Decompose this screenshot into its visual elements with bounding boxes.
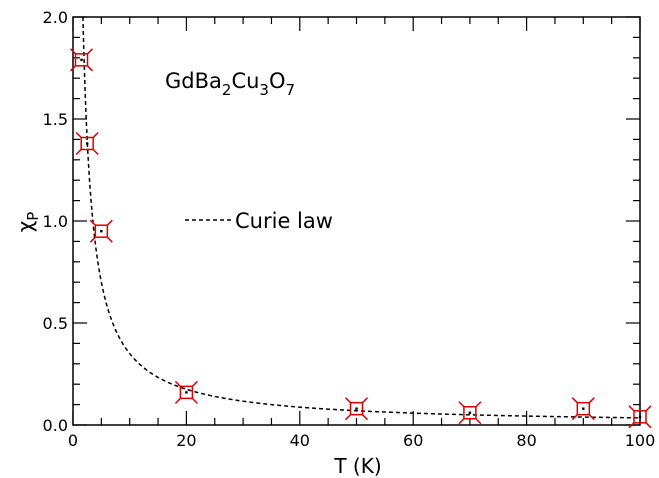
curve-path [82, 16, 641, 419]
curie-law-curve [82, 16, 641, 419]
point-center [80, 58, 83, 62]
point-center [185, 391, 188, 394]
x-tick-label: 60 [403, 431, 423, 450]
point-center [582, 407, 585, 410]
point-cross-arm [344, 397, 352, 404]
data-point [628, 405, 652, 429]
point-cross-arm [475, 418, 482, 425]
x-tick-label: 100 [625, 431, 656, 450]
plot-border [72, 16, 641, 426]
point-cross-arm [89, 219, 96, 226]
data-point [571, 397, 595, 421]
data-point [458, 401, 482, 425]
point-square [80, 136, 94, 151]
y-tick-label: 1.5 [43, 110, 68, 129]
x-axis-title: T (K) [333, 454, 381, 478]
y-tick-label: 0.5 [43, 314, 68, 333]
point-cross-arm [588, 397, 595, 404]
y-axis-title: χP [13, 212, 42, 233]
point-cross-arm [86, 65, 94, 72]
point-cross-arm [458, 401, 465, 408]
point-cross-arm [191, 397, 198, 404]
point-cross-arm [86, 48, 94, 55]
y-tick-label: 1.0 [43, 212, 68, 231]
point-cross-arm [628, 405, 635, 412]
point-square [94, 224, 109, 238]
point-cross-arm [92, 148, 99, 156]
point-square [179, 385, 194, 400]
point-cross-arm [571, 397, 578, 404]
data-point [75, 131, 99, 156]
point-cross-arm [628, 422, 635, 429]
point-center [85, 142, 89, 145]
point-cross-arm [75, 148, 82, 156]
point-center [100, 230, 103, 233]
compound-annotation: GdBa2Cu3O7 [165, 69, 295, 99]
data-point [174, 380, 198, 404]
data-point [69, 48, 94, 72]
legend: Curie law [185, 209, 333, 233]
point-cross-arm [475, 401, 482, 408]
x-tick-label: 20 [176, 431, 196, 450]
point-cross-arm [645, 405, 652, 412]
y-tick-label: 2.0 [43, 8, 68, 27]
y-tick-label: 0.0 [43, 416, 68, 435]
point-cross-arm [645, 422, 652, 429]
point-cross-arm [106, 219, 113, 226]
plot-frame [72, 16, 641, 426]
point-cross-arm [92, 131, 99, 139]
point-cross-arm [174, 380, 181, 387]
point-cross-arm [75, 131, 82, 139]
point-cross-arm [106, 236, 113, 243]
point-cross-arm [458, 418, 465, 425]
x-tick-labels: 0 20 40 60 80 100 [68, 431, 655, 450]
y-axis-symbol: χ [13, 221, 37, 233]
data-point [344, 397, 369, 421]
point-center [355, 407, 358, 410]
axis-ticks [72, 16, 641, 426]
point-square [349, 401, 364, 416]
point-cross-arm [361, 414, 369, 421]
y-axis-subscript: P [24, 212, 42, 221]
data-point [89, 219, 113, 243]
point-square [633, 410, 647, 424]
x-tick-label: 40 [290, 431, 310, 450]
data-points [69, 48, 652, 429]
point-cross-arm [571, 414, 578, 421]
x-tick-label: 80 [516, 431, 536, 450]
point-cross-arm [191, 380, 198, 387]
point-cross-arm [89, 236, 96, 243]
point-center [468, 411, 472, 414]
point-cross-arm [344, 414, 352, 421]
point-cross-arm [174, 397, 181, 404]
y-tick-labels: 0.0 0.5 1.0 1.5 2.0 [43, 8, 68, 435]
point-center [638, 415, 642, 419]
x-tick-label: 0 [68, 431, 78, 450]
point-cross-arm [588, 414, 595, 421]
point-square [576, 401, 591, 416]
point-cross-arm [69, 65, 77, 72]
point-square [463, 406, 477, 420]
point-cross-arm [361, 397, 369, 404]
point-cross-arm [69, 48, 77, 55]
legend-label: Curie law [235, 209, 333, 233]
point-square [74, 53, 89, 67]
